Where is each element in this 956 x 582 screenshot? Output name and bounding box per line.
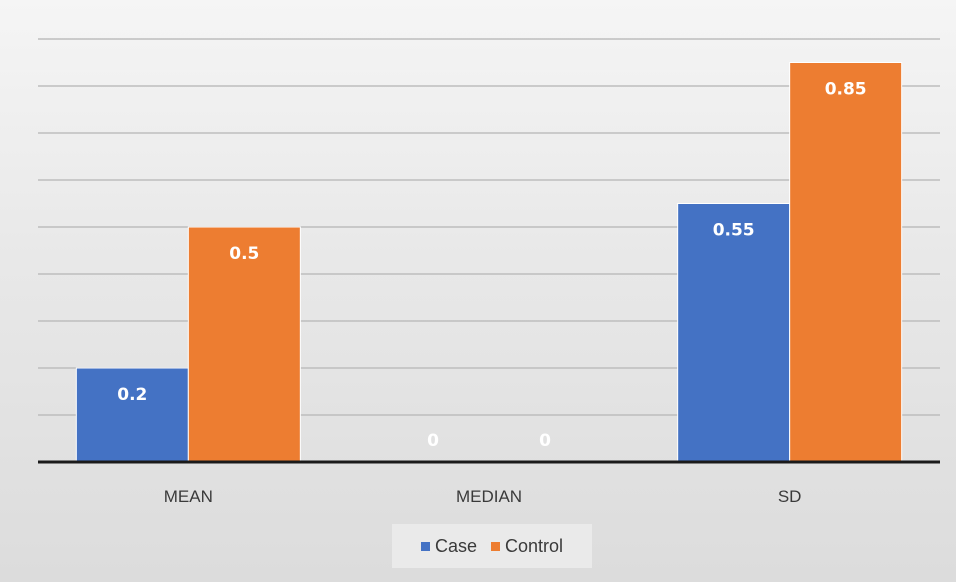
x-tick-label-median: MEDIAN (456, 487, 522, 506)
bar-control-mean (187, 226, 301, 463)
bar-control-sd (789, 62, 903, 463)
legend-label-case: Case (434, 535, 477, 556)
data-label-case-sd: 0.55 (713, 221, 755, 241)
bar-case-sd (677, 203, 791, 463)
data-label-control-sd: 0.85 (825, 80, 867, 100)
data-label-control-mean: 0.5 (229, 244, 259, 264)
data-label-control-median: 0 (539, 431, 551, 451)
bar-case-mean (75, 367, 189, 463)
x-tick-label-mean: MEAN (164, 487, 213, 506)
legend-label-control: Control (505, 535, 564, 556)
data-label-case-mean: 0.2 (117, 385, 147, 405)
legend-item-control: Control (491, 536, 563, 557)
legend-swatch-control (491, 541, 500, 551)
legend-swatch-case (420, 541, 430, 551)
data-label-case-median: 0 (427, 431, 439, 451)
legend: Case Control (392, 524, 592, 568)
legend-item-case: Case (420, 535, 477, 557)
x-tick-label-sd: SD (778, 487, 802, 506)
